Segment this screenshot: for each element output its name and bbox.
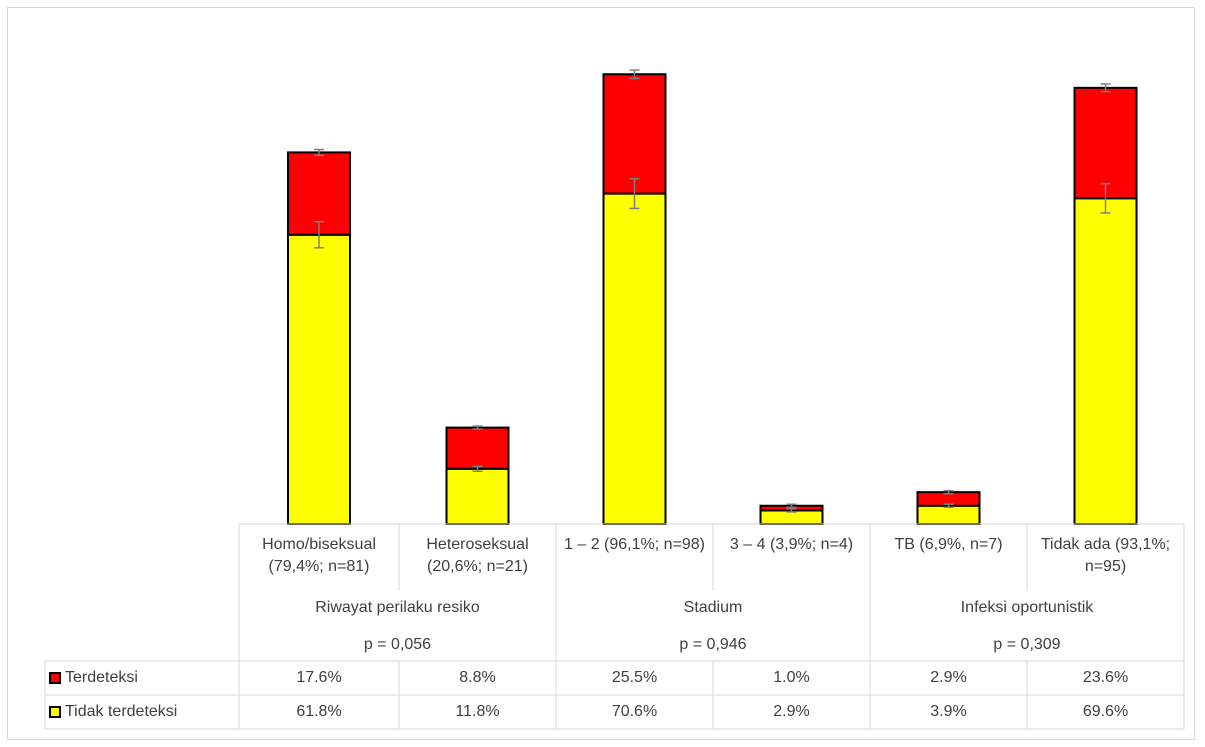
- chart-frame: Homo/biseksual (79,4%; n=81) Heteroseksua…: [7, 7, 1195, 740]
- category-label-3: 3 – 4 (3,9%; n=4): [729, 536, 854, 553]
- data-label-terdeteksi-5: 23.6%: [1082, 669, 1129, 686]
- data-label-tidak-terdeteksi-1: 11.8%: [455, 703, 500, 720]
- group-label-0: Riwayat perilaku resiko: [315, 599, 480, 616]
- data-label-terdeteksi-4: 2.9%: [930, 669, 967, 686]
- data-label-tidak-terdeteksi-5: 69.6%: [1082, 703, 1129, 720]
- category-label-0: Homo/biseksual (79,4%; n=81): [262, 536, 376, 575]
- bar-tidak-terdeteksi-5: [1073, 197, 1138, 525]
- p-value-2: p = 0,309: [993, 636, 1061, 653]
- bar-tidak-terdeteksi-0: [287, 233, 351, 525]
- bar-terdeteksi-5: [1073, 86, 1138, 200]
- category-label-2: 1 – 2 (96,1%; n=98): [564, 536, 705, 553]
- data-label-terdeteksi-3: 1.0%: [773, 669, 810, 686]
- data-label-tidak-terdeteksi-0: 61.8%: [296, 703, 342, 720]
- legend-key: [49, 706, 61, 718]
- legend-terdeteksi: Terdeteksi: [49, 661, 138, 695]
- group-label-1: Stadium: [683, 599, 743, 616]
- stacked-bar-chart: [44, 69, 1185, 730]
- data-label-tidak-terdeteksi-4: 3.9%: [930, 703, 967, 720]
- category-label-5: Tidak ada (93,1%; n=95): [1040, 536, 1171, 575]
- category-label-4: TB (6,9%, n=7): [894, 536, 1003, 553]
- legend-text: Terdeteksi: [65, 669, 138, 686]
- data-label-terdeteksi-2: 25.5%: [611, 669, 658, 686]
- legend-text: Tidak terdeteksi: [65, 703, 178, 720]
- bar-terdeteksi-1: [445, 426, 510, 470]
- p-value-1: p = 0,946: [679, 636, 747, 653]
- p-value-0: p = 0,056: [363, 636, 432, 653]
- data-label-terdeteksi-1: 8.8%: [459, 669, 496, 686]
- legend-tidak-terdeteksi: Tidak terdeteksi: [49, 695, 177, 729]
- bar-terdeteksi-2: [602, 73, 667, 195]
- bar-tidak-terdeteksi-4: [916, 504, 981, 525]
- bar-tidak-terdeteksi-1: [445, 467, 510, 525]
- data-label-tidak-terdeteksi-3: 2.9%: [773, 703, 810, 720]
- data-label-tidak-terdeteksi-2: 70.6%: [611, 703, 658, 720]
- category-label-1: Heteroseksual (20,6%; n=21): [426, 536, 529, 575]
- legend-key: [49, 672, 61, 684]
- data-label-terdeteksi-0: 17.6%: [296, 669, 342, 686]
- group-label-2: Infeksi oportunistik: [960, 599, 1094, 616]
- bar-tidak-terdeteksi-2: [602, 192, 667, 525]
